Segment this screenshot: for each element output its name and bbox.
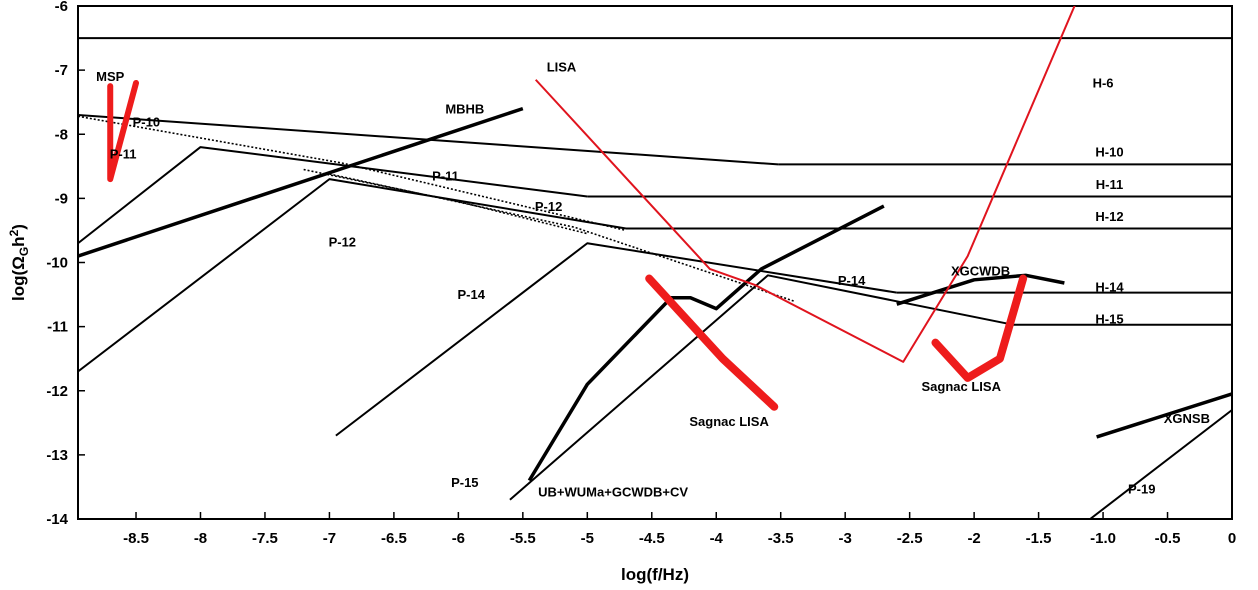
label-p-14-8: P-14 bbox=[458, 287, 486, 302]
dotted-line-1 bbox=[78, 115, 627, 232]
x-tick-label-5: -6 bbox=[452, 530, 465, 547]
series-mbhb-12 bbox=[78, 106, 524, 258]
label-h-14-15: H-14 bbox=[1095, 279, 1124, 294]
y-tick-label-0: -6 bbox=[55, 0, 68, 15]
label-xgnsb-19: XGNSB bbox=[1164, 411, 1210, 426]
x-axis-title: log(f/Hz) bbox=[621, 565, 689, 584]
dotted-line-3 bbox=[303, 168, 588, 235]
label-p-11-4: P-11 bbox=[432, 168, 459, 183]
label-p-11-2: P-11 bbox=[110, 147, 137, 162]
x-tick-label-1: -8 bbox=[194, 530, 207, 547]
label-p-10-1: P-10 bbox=[133, 115, 160, 130]
label-sagnac-lisa-18: Sagnac LISA bbox=[689, 414, 769, 429]
series-xgcwdb-13 bbox=[896, 273, 1065, 306]
label-msp-0: MSP bbox=[96, 69, 125, 84]
y-tick-label-4: -10 bbox=[46, 255, 68, 272]
y-axis-title-prefix: log(Ω bbox=[9, 256, 28, 301]
x-tick-label-6: -5.5 bbox=[510, 530, 536, 547]
y-tick-label-6: -12 bbox=[46, 383, 68, 400]
x-tick-label-14: -1.5 bbox=[1026, 530, 1052, 547]
x-tick-label-11: -3 bbox=[839, 530, 852, 547]
label-mbhb-3: MBHB bbox=[445, 102, 484, 117]
series-ub-wuma-gcwdb-cv-15 bbox=[527, 204, 885, 482]
y-tick-label-3: -9 bbox=[55, 190, 68, 207]
label-h-15-16: H-15 bbox=[1095, 311, 1123, 326]
x-tick-label-3: -7 bbox=[323, 530, 336, 547]
series-p-14-9 bbox=[335, 242, 897, 437]
label-h-6-10: H-6 bbox=[1093, 75, 1114, 90]
y-axis-title-suffix: ) bbox=[9, 224, 28, 230]
y-axis: -6 -7 -8 -9 -10 -11 -12 -13 -14 bbox=[46, 0, 85, 528]
series-p-15-10 bbox=[509, 274, 1014, 501]
x-tick-label-13: -2 bbox=[967, 530, 980, 547]
label-p-12-5: P-12 bbox=[329, 234, 356, 249]
label-ub-wuma-gcwdb-cv-21: UB+WUMa+GCWDB+CV bbox=[538, 485, 688, 500]
y-axis-title-sup: 2 bbox=[7, 229, 21, 236]
series-xgnsb-14 bbox=[1096, 392, 1232, 439]
label-h-10-11: H-10 bbox=[1095, 145, 1123, 160]
series-msp-17 bbox=[107, 79, 140, 183]
y-axis-title: log(ΩGh2) bbox=[7, 224, 31, 301]
series-layer bbox=[78, 6, 1232, 519]
y-axis-title-sub: G bbox=[17, 247, 31, 256]
y-axis-title-mid: h bbox=[9, 236, 28, 246]
label-p-12-6: P-12 bbox=[535, 199, 562, 214]
series-sagnac-lisa-18 bbox=[645, 274, 779, 411]
x-tick-label-9: -4 bbox=[710, 530, 724, 547]
series-sagnac-lisa-19 bbox=[931, 274, 1028, 382]
label-sagnac-lisa-17: Sagnac LISA bbox=[921, 379, 1001, 394]
series-p-11-7 bbox=[78, 146, 588, 245]
x-tick-label-16: -0.5 bbox=[1155, 530, 1181, 547]
label-h-12-13: H-12 bbox=[1095, 209, 1123, 224]
label-p-14-9: P-14 bbox=[838, 273, 866, 288]
label-p-15-20: P-15 bbox=[451, 475, 478, 490]
x-tick-label-0: -8.5 bbox=[123, 530, 149, 547]
x-tick-label-10: -3.5 bbox=[768, 530, 794, 547]
y-tick-label-1: -7 bbox=[55, 62, 68, 79]
plot-area: MSP P-10 P-11 MBHB P-11 P-12 P-12 LISA P-14 P-14 H… bbox=[77, 5, 1233, 520]
series-lisa-16 bbox=[534, 6, 1076, 363]
y-tick-label-7: -13 bbox=[46, 447, 68, 464]
label-lisa-7: LISA bbox=[547, 59, 577, 74]
series-p-19-11 bbox=[1089, 409, 1232, 519]
x-tick-label-12: -2.5 bbox=[897, 530, 923, 547]
label-p-19-22: P-19 bbox=[1128, 481, 1155, 496]
x-tick-label-15: -1.0 bbox=[1090, 530, 1116, 547]
x-tick-label-7: -5 bbox=[581, 530, 594, 547]
curve-labels: MSP P-10 P-11 MBHB P-11 P-12 P-12 LISA P-14 P-14 H… bbox=[96, 59, 1210, 499]
plot-frame bbox=[77, 5, 1233, 520]
x-axis: -8.5 -8 -7.5 -7 -6.5 -6 -5.5 -5 -4.5 -4 -3.5 -3 -2.5… bbox=[123, 512, 1236, 547]
y-tick-label-5: -11 bbox=[47, 319, 68, 336]
y-tick-label-2: -8 bbox=[55, 126, 68, 143]
x-tick-label-2: -7.5 bbox=[252, 530, 278, 547]
x-tick-label-8: -4.5 bbox=[639, 530, 665, 547]
series-p-12-8 bbox=[78, 178, 627, 373]
y-tick-label-8: -14 bbox=[46, 511, 68, 528]
dotted-line-2 bbox=[329, 173, 794, 302]
x-tick-label-4: -6.5 bbox=[381, 530, 407, 547]
x-tick-label-17: 0 bbox=[1228, 530, 1236, 547]
label-xgcwdb-14: XGCWDB bbox=[951, 263, 1010, 278]
label-h-11-12: H-11 bbox=[1096, 177, 1123, 192]
